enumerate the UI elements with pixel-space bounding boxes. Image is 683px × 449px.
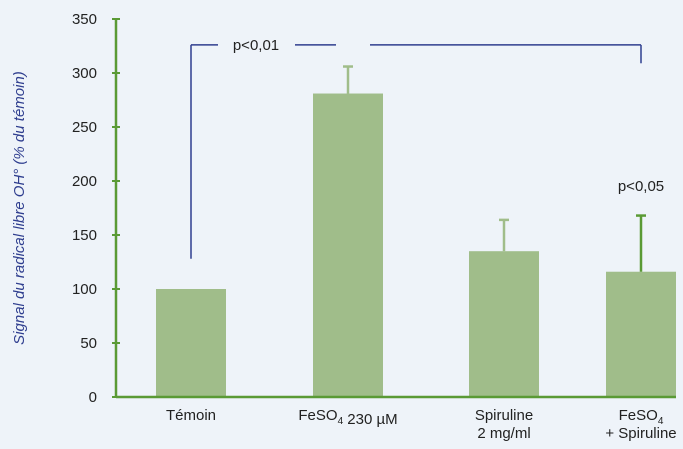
- x-category-label: Spiruline: [475, 407, 533, 424]
- y-tick-label: 200: [72, 173, 97, 190]
- error-bars: [343, 65, 646, 272]
- y-tick-label: 250: [72, 119, 97, 136]
- significance-bracket: [190, 44, 642, 259]
- bar: [313, 93, 383, 398]
- bar: [469, 251, 539, 397]
- x-category-label: FeSO4: [619, 407, 664, 427]
- p-value-bracket-label: p<0,01: [233, 37, 279, 54]
- y-tick-label: 0: [89, 389, 97, 406]
- bars: [156, 93, 676, 398]
- y-axis-label: Signal du radical libre OH° (% du témoin…: [11, 71, 28, 345]
- y-tick-label: 350: [72, 11, 97, 28]
- bar: [606, 271, 676, 397]
- bar: [156, 289, 226, 397]
- y-axis-ticks: 0 50 100 150 200 250 300 350: [72, 11, 120, 406]
- x-category-label: 2 mg/ml: [477, 425, 530, 442]
- y-tick-label: 150: [72, 227, 97, 244]
- p-value-label: p<0,05: [618, 178, 664, 195]
- x-category-label: FeSO4 230 µM: [298, 407, 397, 428]
- x-category-label: + Spiruline: [605, 425, 676, 442]
- y-tick-label: 300: [72, 65, 97, 82]
- y-tick-label: 50: [80, 335, 97, 352]
- y-tick-label: 100: [72, 281, 97, 298]
- x-category-label: Témoin: [166, 407, 216, 424]
